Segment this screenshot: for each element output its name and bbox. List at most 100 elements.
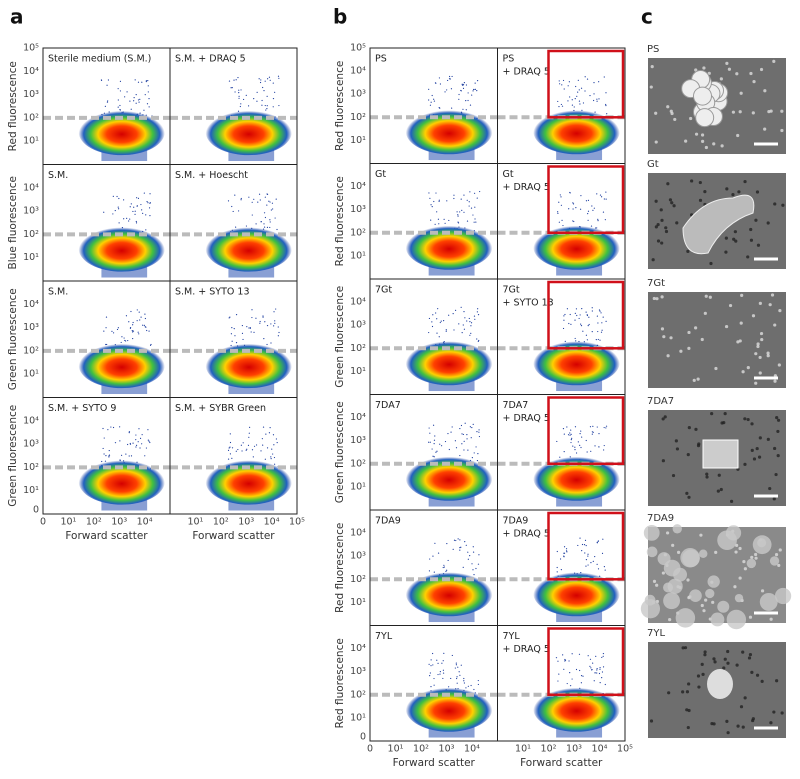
pore [746, 366, 750, 370]
event-dot [457, 214, 459, 216]
pore [773, 379, 777, 383]
event-dot [430, 101, 432, 103]
pore [766, 437, 770, 441]
pore [705, 472, 709, 476]
pore [751, 717, 755, 721]
event-dot [227, 200, 230, 202]
pore [734, 550, 738, 554]
event-dot [470, 322, 473, 324]
event-dot [604, 219, 606, 221]
event-dot [428, 99, 430, 101]
pore [656, 223, 660, 227]
aggregate [646, 546, 658, 558]
y-tick-label: 10¹ [350, 481, 366, 492]
event-dot [582, 330, 584, 332]
event-dot [433, 443, 435, 445]
event-dot [461, 209, 463, 211]
event-dot [591, 431, 594, 433]
event-dot [432, 555, 434, 557]
event-dot [240, 444, 242, 446]
event-dot [598, 98, 600, 100]
event-dot [117, 327, 119, 329]
event-dot [128, 220, 130, 222]
event-dot [428, 192, 430, 194]
event-dot [250, 331, 252, 333]
plot-frame [497, 625, 626, 742]
y-tick-label: 0 [360, 732, 366, 743]
event-dot [595, 655, 597, 657]
event-dot [247, 105, 250, 107]
x-axis-label: Forward scatter [393, 757, 476, 769]
event-dot [112, 195, 114, 197]
event-dot [599, 339, 601, 341]
event-dot [476, 338, 478, 340]
y-tick-label: 10¹ [23, 252, 39, 263]
pore [720, 144, 724, 148]
event-dot [123, 199, 125, 201]
gate-box [547, 396, 625, 466]
pore [686, 578, 690, 582]
event-dot [473, 88, 475, 91]
event-dot [603, 198, 605, 200]
event-dot [256, 100, 258, 102]
x-tick-label: 10¹ [515, 744, 531, 755]
event-dot [229, 453, 232, 455]
event-dot [145, 447, 148, 449]
event-dot [103, 211, 105, 213]
aggregate [698, 549, 708, 558]
pore [743, 567, 747, 571]
event-dot [592, 662, 594, 664]
event-dot [468, 201, 470, 203]
event-dot [135, 94, 137, 96]
event-dot [442, 669, 444, 671]
event-dot [598, 81, 600, 83]
event-dot [268, 76, 271, 78]
event-dot [473, 315, 476, 317]
y-tick-label: 10² [23, 462, 39, 473]
event-dot [231, 327, 233, 329]
pore [724, 250, 728, 254]
event-dot [440, 320, 442, 322]
event-dot [145, 214, 147, 216]
density-core [533, 454, 620, 501]
event-dot [437, 218, 440, 220]
y-axis-label: Red fluorescence [7, 61, 19, 151]
pore [750, 555, 754, 559]
y-tick-label: 10⁴ [23, 415, 39, 426]
event-dot [135, 220, 137, 223]
event-dot [575, 206, 577, 209]
pore [758, 355, 762, 360]
event-dot [117, 88, 119, 90]
x-tick-label: 10⁴ [592, 744, 608, 755]
event-dot [139, 98, 141, 100]
event-dot [575, 452, 578, 454]
event-dot [585, 565, 587, 567]
x-tick-label: 10¹ [187, 517, 203, 528]
pore [776, 454, 780, 458]
event-dot [580, 430, 582, 432]
event-dot [599, 666, 601, 669]
event-dot [255, 223, 257, 225]
event-dot [263, 90, 265, 92]
event-dot [274, 320, 276, 322]
event-dot [597, 218, 599, 220]
event-dot [119, 80, 122, 82]
pore [736, 133, 740, 138]
plot-frame [169, 397, 298, 515]
event-dot [448, 314, 450, 316]
pore [726, 731, 730, 735]
event-dot [471, 94, 473, 96]
pore [735, 663, 739, 667]
density-core [78, 108, 165, 156]
pore [698, 198, 703, 202]
event-dot [105, 454, 107, 457]
event-dot [442, 677, 444, 680]
event-dot [567, 434, 570, 436]
event-dot [275, 438, 278, 440]
event-dot [443, 218, 445, 221]
event-dot [596, 672, 598, 674]
event-dot [602, 666, 605, 668]
event-dot [102, 447, 104, 450]
event-dot [241, 450, 243, 452]
event-dot [263, 338, 265, 340]
